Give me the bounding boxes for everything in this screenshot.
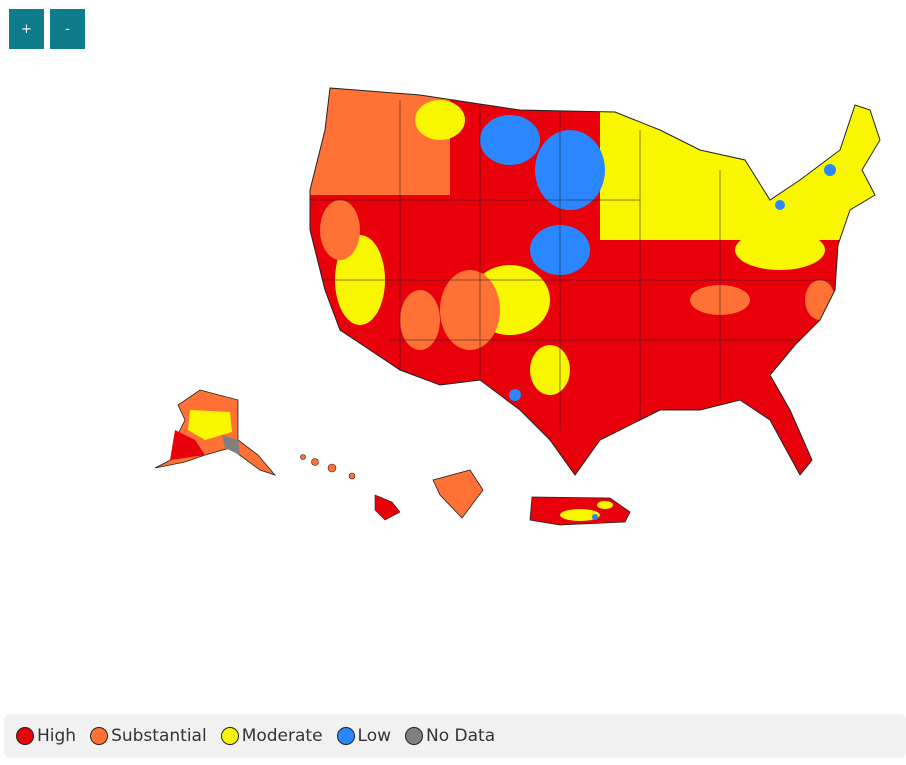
legend-swatch (90, 727, 109, 745)
legend: High Substantial Moderate Low No Data (4, 714, 906, 758)
legend-item[interactable]: Moderate (220, 726, 323, 746)
contiguous-us (310, 88, 880, 475)
legend-item[interactable]: Low (336, 726, 392, 746)
alaska (154, 389, 277, 476)
puerto-rico (529, 496, 631, 526)
legend-label: High (37, 726, 77, 746)
zoom-out-button[interactable]: - (50, 9, 85, 49)
legend-swatch (336, 727, 355, 745)
legend-swatch (220, 727, 239, 745)
legend-swatch (16, 727, 34, 745)
hawaii (300, 454, 401, 521)
legend-item[interactable]: High (16, 726, 76, 746)
map (154, 87, 881, 526)
legend-label: Moderate (241, 726, 323, 746)
legend-label: Low (357, 726, 392, 746)
zoom-in-button[interactable]: + (9, 9, 44, 49)
legend-label: No Data (426, 726, 496, 746)
legend-item[interactable]: Substantial (90, 726, 207, 746)
legend-swatch (405, 727, 424, 745)
legend-item[interactable]: No Data (405, 726, 495, 746)
legend-label: Substantial (111, 726, 207, 746)
us-outline (309, 87, 881, 476)
dc (432, 469, 484, 519)
